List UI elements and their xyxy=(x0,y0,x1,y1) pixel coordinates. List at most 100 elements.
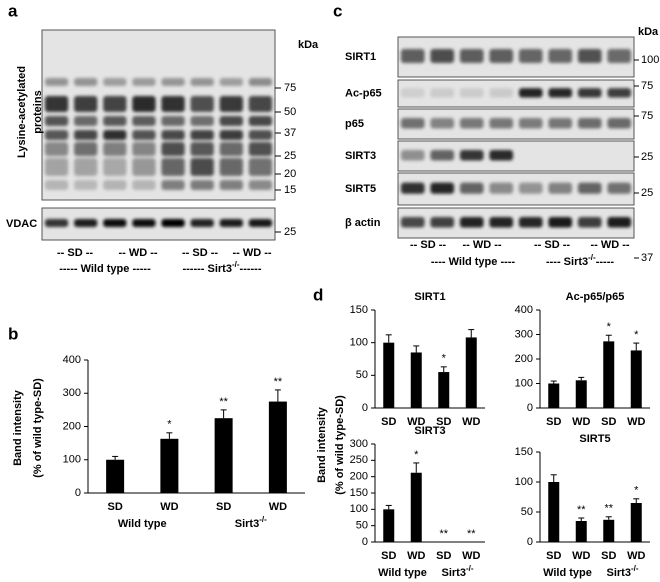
y-tick-label: 100 xyxy=(515,476,533,488)
label-part: Sirt3 xyxy=(441,567,465,579)
bar xyxy=(603,341,615,408)
x-tick-label: WD xyxy=(572,550,590,562)
blot-band xyxy=(132,96,156,112)
x-tick-label: SD xyxy=(546,550,561,562)
x-tick-label: SD xyxy=(601,550,616,562)
bar xyxy=(410,472,422,542)
bar xyxy=(214,418,233,493)
y-axis-label: Band intensity xyxy=(12,389,24,466)
blot-band xyxy=(430,182,455,194)
blot-band xyxy=(248,130,273,140)
y-axis-label: (% of wild type-SD) xyxy=(334,395,346,495)
label-part: Wild type xyxy=(378,567,427,579)
blot-band xyxy=(103,116,127,126)
x-tick-label: WD xyxy=(462,550,480,562)
bar xyxy=(410,352,422,408)
blot-band xyxy=(548,182,573,194)
x-tick-label: WD xyxy=(627,416,645,428)
marker-label: 25 xyxy=(641,187,653,199)
x-tick-label: SD xyxy=(381,416,396,428)
x-tick-label: WD xyxy=(269,501,287,513)
group-label: Sirt3-/- xyxy=(235,515,267,530)
blot-band xyxy=(190,158,214,176)
panel-label: a xyxy=(8,1,18,20)
row-label: SIRT3 xyxy=(345,150,376,162)
blot-band xyxy=(430,88,455,98)
bar xyxy=(438,372,450,408)
blot-band xyxy=(248,180,273,190)
blot-band xyxy=(248,96,273,112)
significance: ** xyxy=(274,376,283,388)
superscript: -/- xyxy=(232,260,240,269)
marker-label: 25 xyxy=(641,151,653,163)
group-label: Wild type xyxy=(118,518,167,530)
group-label: Sirt3-/- xyxy=(606,564,638,579)
bar xyxy=(465,337,477,408)
blot-band xyxy=(577,118,602,129)
blot-band xyxy=(459,217,484,228)
blot-band xyxy=(548,150,572,161)
blot-band xyxy=(219,130,243,140)
blot-band xyxy=(219,116,243,126)
marker-label: 50 xyxy=(284,106,296,118)
chart-title: SIRT5 xyxy=(579,433,610,445)
blot-band xyxy=(400,88,425,98)
blot-band xyxy=(607,88,632,98)
blot-band xyxy=(248,78,273,86)
panel-label: c xyxy=(333,1,342,20)
lane-label: -- WD -- xyxy=(590,239,629,251)
bar xyxy=(548,383,560,408)
chart-title: SIRT3 xyxy=(414,425,445,437)
label-part: ----- Wild type ----- xyxy=(59,263,151,275)
y-tick-label: 50 xyxy=(356,520,368,532)
blot-band xyxy=(518,118,543,129)
blot-band xyxy=(44,219,69,227)
x-tick-label: SD xyxy=(107,501,122,513)
y-tick-label: 150 xyxy=(350,304,368,316)
blot-band xyxy=(400,217,425,228)
blot-band xyxy=(190,142,214,156)
unit-label: kDa xyxy=(298,39,319,51)
label-part: ------ xyxy=(240,263,262,275)
blot-band xyxy=(459,88,484,98)
blot-band xyxy=(161,78,185,86)
blot-band xyxy=(577,182,602,194)
y-tick-label: 300 xyxy=(63,387,81,399)
blot-band xyxy=(132,180,156,190)
blot-band xyxy=(248,116,273,126)
blot-band xyxy=(489,118,514,129)
y-tick-label: 0 xyxy=(527,402,533,414)
y-tick-label: 250 xyxy=(350,454,368,466)
blot-band xyxy=(607,217,632,228)
x-tick-label: WD xyxy=(572,416,590,428)
blot-band xyxy=(44,142,69,156)
y-tick-label: 100 xyxy=(350,337,368,349)
significance: * xyxy=(167,419,172,431)
blot-band xyxy=(219,142,243,156)
blot-band xyxy=(74,219,98,227)
marker-label: 75 xyxy=(284,82,296,94)
blot-band xyxy=(190,130,214,140)
significance: * xyxy=(414,449,419,461)
row-label: SIRT1 xyxy=(345,51,376,63)
blot-band xyxy=(577,88,602,98)
blot-band xyxy=(132,116,156,126)
y-tick-label: 200 xyxy=(350,471,368,483)
blot-band xyxy=(103,219,127,227)
blot-band xyxy=(430,217,455,228)
blot-band xyxy=(430,150,455,161)
y-axis-label: Lysine-acetylated xyxy=(16,66,28,158)
y-tick-label: 150 xyxy=(515,446,533,458)
x-tick-label: WD xyxy=(407,550,425,562)
blot-band xyxy=(103,158,127,176)
group-label: Sirt3-/- xyxy=(441,564,473,579)
y-tick-label: 0 xyxy=(75,487,81,499)
label-part: Sirt3 xyxy=(235,518,259,530)
significance: * xyxy=(634,485,639,497)
x-tick-label: SD xyxy=(436,550,451,562)
blot-band xyxy=(74,116,98,126)
significance: ** xyxy=(467,528,476,540)
lane-label: -- WD -- xyxy=(118,247,157,259)
bar xyxy=(630,350,642,408)
